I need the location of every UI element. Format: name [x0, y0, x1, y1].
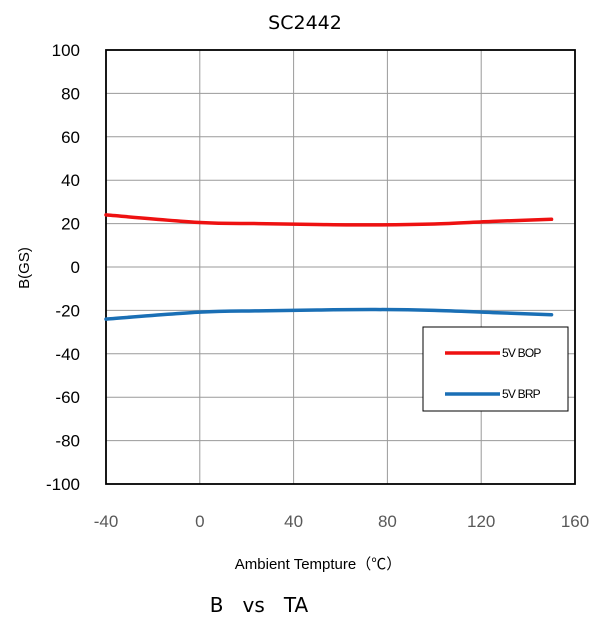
x-tick-label: -40 — [94, 512, 119, 531]
y-tick-label: 20 — [61, 215, 80, 234]
y-tick-label: 100 — [52, 41, 80, 60]
series-line-1 — [104, 307, 554, 321]
chart-title: SC2442 — [268, 12, 342, 34]
y-tick-label: 80 — [61, 84, 80, 103]
grid — [105, 49, 576, 485]
legend-box — [422, 326, 569, 412]
y-tick-label: -100 — [46, 475, 80, 494]
x-tick-label: 0 — [195, 512, 204, 531]
y-tick-label: -80 — [55, 432, 80, 451]
series-line-0 — [104, 213, 554, 227]
x-tick-labels: -40 0 40 80 120 160 — [94, 512, 589, 531]
legend-label: 5V BRP — [502, 387, 541, 401]
y-tick-label: -20 — [55, 301, 80, 320]
legend: 5V BOP 5V BRP — [422, 326, 569, 412]
y-axis-label: B(GS) — [16, 247, 33, 289]
y-tick-label: 60 — [61, 128, 80, 147]
x-tick-label: 160 — [561, 512, 589, 531]
x-axis-label: Ambient Tempture（℃） — [235, 556, 401, 573]
y-tick-labels: 100 80 60 40 20 0 -20 -40 -60 -80 -100 — [46, 41, 80, 494]
x-tick-label: 80 — [378, 512, 397, 531]
y-tick-label: -60 — [55, 388, 80, 407]
x-tick-label: 40 — [284, 512, 303, 531]
plot-area-border — [105, 49, 576, 485]
y-tick-label: -40 — [55, 345, 80, 364]
legend-label: 5V BOP — [502, 346, 541, 360]
y-tick-label: 0 — [71, 258, 80, 277]
y-tick-label: 40 — [61, 171, 80, 190]
x-tick-label: 120 — [467, 512, 495, 531]
chart-caption: B vs TA — [210, 593, 309, 617]
series-lines — [104, 213, 554, 321]
